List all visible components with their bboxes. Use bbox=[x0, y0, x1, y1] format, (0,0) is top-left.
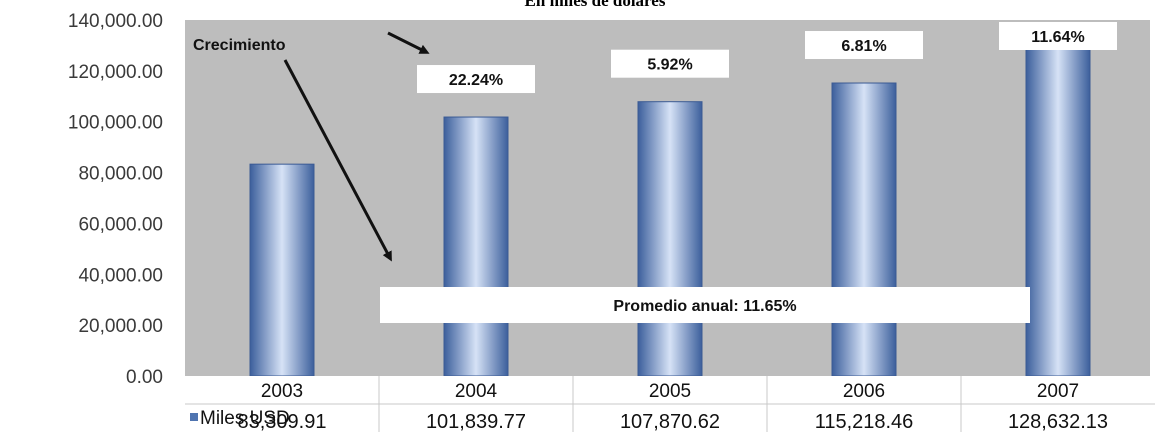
x-category-label: 2006 bbox=[843, 381, 885, 402]
x-category-label: 2007 bbox=[1037, 381, 1079, 402]
bar bbox=[443, 116, 509, 377]
y-tick-label: 120,000.00 bbox=[68, 62, 163, 83]
x-category-label: 2003 bbox=[261, 381, 303, 402]
bar bbox=[1025, 48, 1091, 377]
y-tick-label: 40,000.00 bbox=[78, 265, 163, 286]
x-category-label: 2005 bbox=[649, 381, 691, 402]
value-label: 107,870.62 bbox=[620, 411, 720, 432]
value-label: 83,309.91 bbox=[238, 411, 327, 432]
annotations: Crecimiento Promedio anual: 11.65% bbox=[193, 31, 1030, 323]
value-label: 115,218.46 bbox=[815, 411, 914, 432]
legend-swatch bbox=[190, 413, 198, 421]
chart-title: En miles de dolares bbox=[525, 0, 666, 10]
average-annotation: Promedio anual: 11.65% bbox=[613, 298, 796, 315]
growth-label: 22.24% bbox=[449, 72, 503, 89]
value-label: 128,632.13 bbox=[1008, 411, 1108, 432]
growth-label-box bbox=[611, 49, 729, 78]
y-tick-label: 140,000.00 bbox=[68, 11, 163, 32]
bar bbox=[249, 163, 315, 377]
growth-annotation: Crecimiento bbox=[193, 37, 286, 54]
y-axis: 0.00 20,000.00 40,000.00 60,000.00 80,000.00… bbox=[68, 11, 163, 388]
growth-arrow bbox=[387, 31, 430, 54]
y-tick-label: 20,000.00 bbox=[78, 316, 163, 337]
data-table: Miles USD 2003 83,309.91 2004 101,839.77 200… bbox=[185, 376, 1155, 432]
legend-series-name: Miles USD bbox=[200, 408, 290, 429]
average-annotation-box bbox=[380, 287, 1030, 323]
growth-label: 5.92% bbox=[647, 57, 692, 74]
bar bbox=[831, 82, 897, 377]
down-arrow bbox=[283, 59, 392, 262]
growth-label: 11.64% bbox=[1031, 29, 1084, 46]
growth-label-box bbox=[805, 31, 923, 60]
y-tick-label: 60,000.00 bbox=[78, 214, 163, 235]
growth-labels: 22.24% 5.92% 6.81% 11.64% bbox=[417, 22, 1117, 94]
bars bbox=[249, 48, 1091, 377]
growth-label: 6.81% bbox=[841, 38, 886, 55]
growth-label-box bbox=[417, 65, 535, 94]
y-tick-label: 100,000.00 bbox=[68, 113, 163, 134]
growth-label-box bbox=[999, 22, 1117, 50]
y-tick-label: 80,000.00 bbox=[78, 164, 163, 185]
bar bbox=[637, 101, 703, 377]
x-category-label: 2004 bbox=[455, 381, 498, 402]
value-label: 101,839.77 bbox=[426, 411, 526, 432]
y-tick-label: 0.00 bbox=[126, 367, 163, 388]
